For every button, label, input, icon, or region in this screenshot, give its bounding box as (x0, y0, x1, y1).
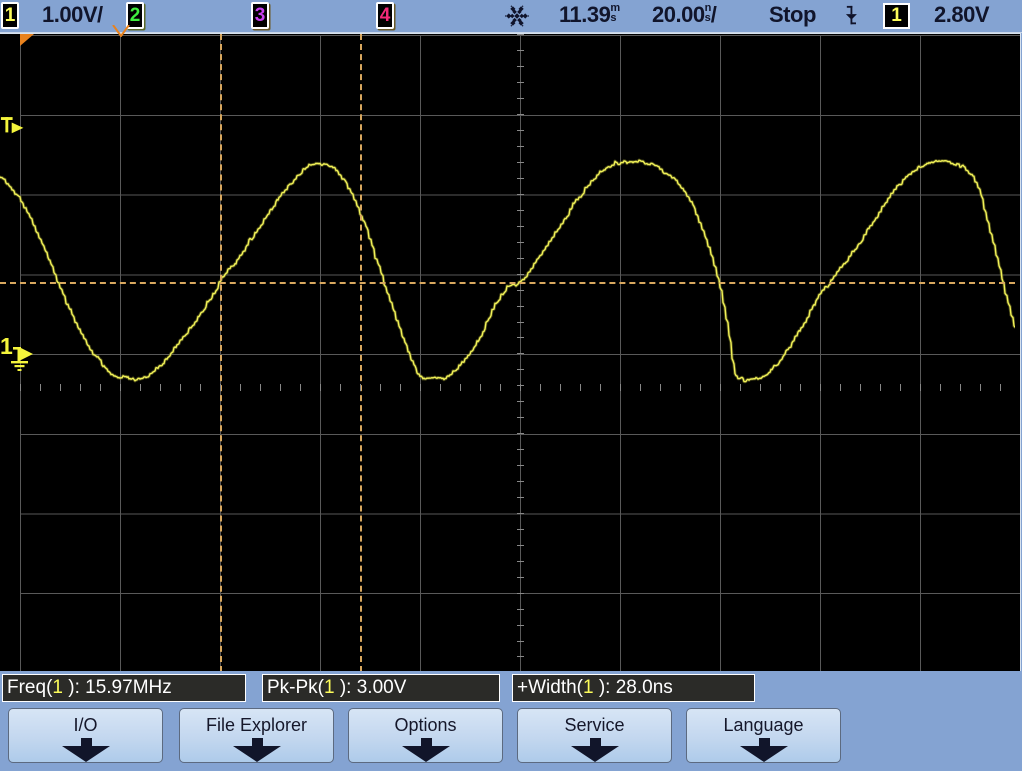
svg-text:1: 1 (0, 333, 13, 359)
